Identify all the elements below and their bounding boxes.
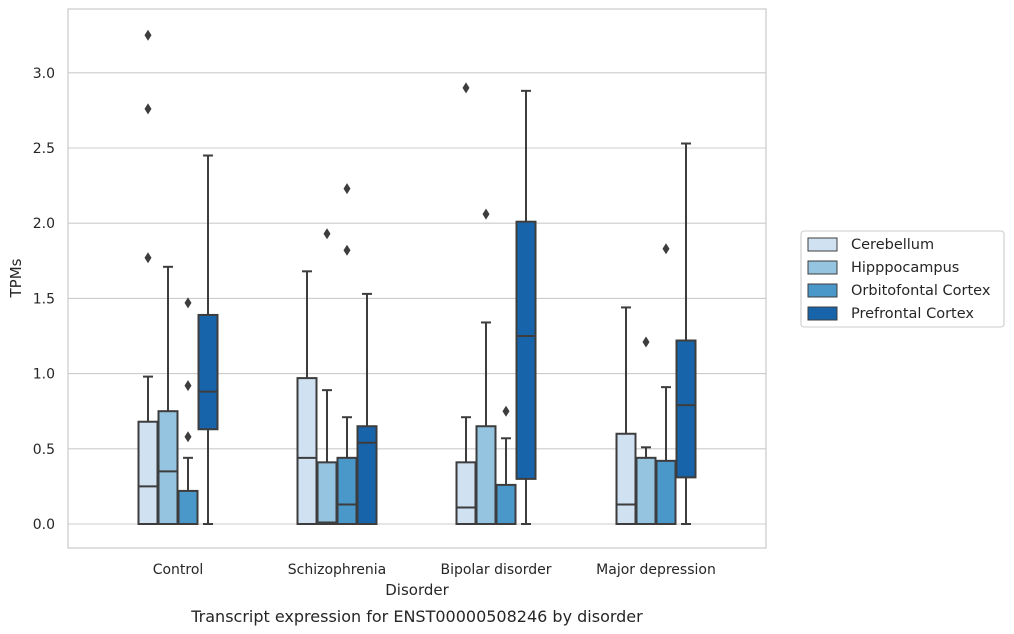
box-iqr [615,432,637,526]
box-iqr [316,461,338,525]
x-tick-label: Major depression [596,562,716,578]
box-cerebellum-control [137,29,159,525]
outlier-point [482,208,490,220]
y-tick-label: 0.5 [33,442,55,458]
legend-swatch [807,306,838,321]
outlier-point [662,243,670,255]
box-hipppocampus-control [157,265,179,526]
outlier-point [343,183,351,195]
box-orbitofontal-cortex-control [177,297,199,525]
outlier-point [144,252,152,264]
boxes [137,29,697,526]
y-axis-title: TPMs [7,258,25,298]
box-cerebellum-schizophrenia [296,270,318,525]
outlier-point [642,336,650,348]
box-hipppocampus-schizophrenia [316,228,338,525]
y-tick-labels: 0.0 0.5 1.0 1.5 2.0 2.5 3.0 [33,66,55,533]
box-prefrontal-cortex-major-depression [675,142,697,525]
box-iqr [475,425,497,525]
legend: Cerebellum Hipppocampus Orbitofontal Corte… [800,230,1005,328]
outlier-point [323,228,331,240]
outlier-point [184,297,192,309]
box-iqr [515,220,537,480]
figure-caption: Transcript expression for ENST0000050824… [190,607,643,626]
y-tick-label: 1.5 [33,291,55,307]
box-orbitofontal-cortex-bipolar-disorder [495,405,517,525]
box-iqr [336,456,358,526]
box-iqr [675,339,697,479]
y-tick-label: 0.0 [33,517,55,533]
outlier-point [462,82,470,94]
box-cerebellum-bipolar-disorder [455,82,477,525]
outlier-point [144,29,152,41]
box-iqr [177,489,199,525]
legend-frame [800,230,1005,328]
outlier-point [184,431,192,443]
legend-swatch [807,237,838,252]
x-tick-label: Schizophrenia [288,562,386,578]
box-iqr [296,377,318,525]
outlier-point [144,103,152,115]
box-iqr [137,420,159,525]
box-iqr [495,483,517,525]
box-orbitofontal-cortex-major-depression [655,243,677,525]
box-iqr [197,313,219,431]
box-iqr [455,461,477,525]
y-tick-label: 2.5 [33,141,55,157]
plot-frame [67,8,767,549]
x-tick-label: Control [153,562,204,578]
legend-label: Prefrontal Cortex [851,306,974,322]
box-prefrontal-cortex-bipolar-disorder [515,89,537,525]
x-tick-label: Bipolar disorder [440,562,551,578]
box-iqr [356,425,378,525]
y-tick-label: 1.0 [33,367,55,383]
legend-swatch [807,283,838,298]
legend-label: Cerebellum [851,237,934,253]
outlier-point [343,244,351,256]
x-tick-labels: Control Schizophrenia Bipolar disorder Majo… [153,562,716,578]
outlier-point [184,380,192,392]
legend-swatch [807,260,838,275]
box-iqr [157,410,179,526]
box-prefrontal-cortex-schizophrenia [356,292,378,525]
box-iqr [655,459,677,525]
box-iqr [635,456,657,526]
x-axis-title: Disorder [385,581,449,599]
outlier-point [502,405,510,417]
y-tick-label: 3.0 [33,66,55,82]
box-hipppocampus-bipolar-disorder [475,208,497,525]
y-tick-label: 2.0 [33,216,55,232]
box-prefrontal-cortex-control [197,154,219,525]
legend-label: Orbitofontal Cortex [851,283,991,299]
legend-label: Hipppocampus [851,260,959,276]
